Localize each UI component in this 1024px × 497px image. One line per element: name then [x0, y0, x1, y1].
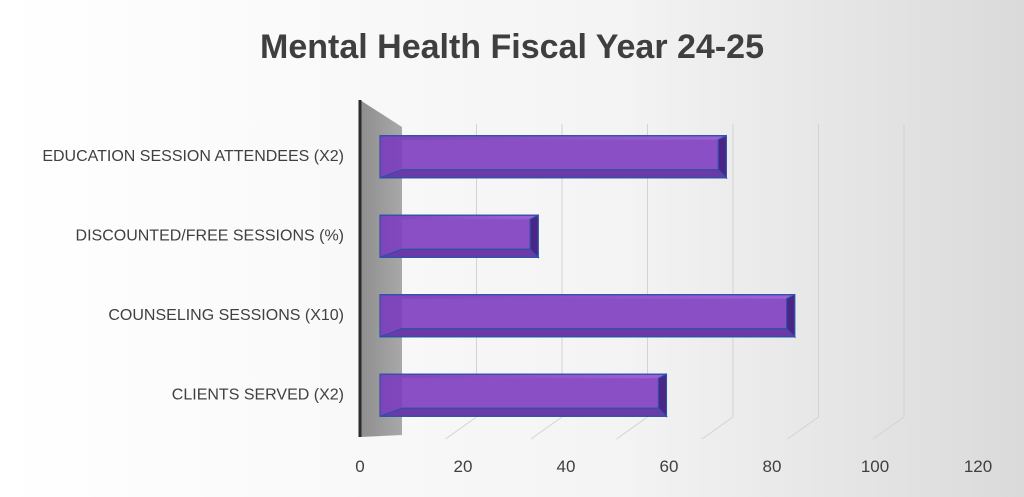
category-label: DISCOUNTED/FREE SESSIONS (%)	[76, 227, 344, 244]
floor-gridline	[787, 416, 819, 440]
side-wall	[360, 100, 402, 437]
x-tick-label: 80	[763, 457, 782, 476]
floor-gridline	[616, 416, 648, 440]
category-label: CLIENTS SERVED (X2)	[172, 386, 344, 403]
x-tick-label: 100	[861, 457, 889, 476]
bar-bottom-face	[379, 407, 668, 417]
x-tick-label: 60	[660, 457, 679, 476]
floor-gridline	[701, 416, 734, 440]
bar-inner-face	[402, 378, 659, 409]
x-tick-label: 40	[557, 457, 576, 476]
bar-inner-face	[402, 139, 719, 170]
bar	[379, 214, 540, 259]
bar-inner-face	[402, 298, 787, 329]
bar	[379, 373, 668, 418]
bar-bottom-face	[379, 169, 728, 179]
floor-gridline	[530, 416, 563, 440]
x-tick-label: 20	[454, 457, 473, 476]
bar-bottom-face	[379, 328, 797, 338]
bar-inner-face	[402, 219, 531, 250]
floor-gridline	[872, 416, 905, 440]
chart-title: Mental Health Fiscal Year 24-25	[260, 28, 764, 66]
floor-gridline	[445, 416, 477, 440]
bar	[379, 293, 797, 339]
x-tick-label: 120	[964, 457, 992, 476]
x-tick-label: 0	[355, 457, 364, 476]
category-label: COUNSELING SESSIONS (X10)	[108, 307, 344, 324]
category-label: EDUCATION SESSION ATTENDEES (X2)	[42, 148, 344, 165]
bar-bottom-face	[379, 248, 540, 258]
bar	[379, 134, 728, 180]
